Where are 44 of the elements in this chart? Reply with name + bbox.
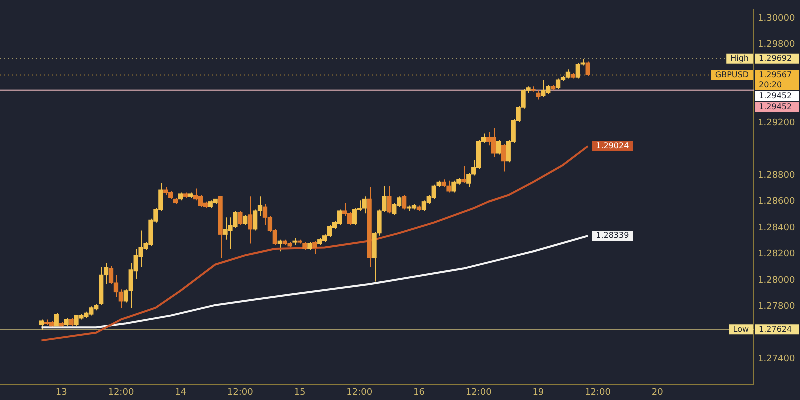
x-tick-label: 12:00 [585,388,612,398]
x-tick-label: 12:00 [346,388,373,398]
candlestick [243,214,248,226]
x-tick-label: 13 [56,388,68,398]
candlestick [248,196,253,244]
x-tick-label: 12:00 [108,388,134,398]
candlestick [402,194,407,210]
candlestick [312,240,318,255]
data-label: 1.29024 [596,141,630,150]
candlestick [501,144,506,172]
x-tick-label: 20 [652,388,664,398]
ref-line-label: 1.29692 [759,54,792,63]
candlestick [586,61,590,77]
y-tick-label: 1.27800 [758,302,796,312]
x-tick-label: 12:00 [227,388,254,398]
annotation: GBPUSD [715,70,750,80]
candlestick [496,140,502,156]
y-tick-label: 1.27400 [758,354,796,364]
candlestick [536,90,541,100]
y-tick-label: 1.29200 [758,118,796,129]
candlestick [387,186,392,214]
ref-line-label: 1.29567 20:20 [759,70,792,90]
candlestick [462,166,466,184]
x-tick-label: 15 [294,388,306,398]
y-tick-label: 1.28600 [758,197,796,208]
annotation: High [730,54,750,63]
ref-line-label: 1.29452 [759,91,792,100]
x-tick-label: 12:00 [466,388,492,398]
x-tick-label: 14 [175,388,187,398]
y-tick-label: 1.28800 [758,171,796,182]
candlestick [238,210,243,226]
candlestick [54,312,59,327]
x-tick-label: 19 [532,388,544,398]
y-tick-label: 1.30000 [758,14,796,24]
y-tick-label: 1.28400 [758,223,796,234]
candlestick [39,319,44,331]
annotation: Low [733,324,750,334]
ref-line-label: 1.27624 [759,324,792,334]
y-tick-label: 1.29800 [758,40,796,50]
y-tick-label: 1.28200 [758,250,796,260]
ref-line-label: 1.29452 [759,102,792,112]
y-tick-label: 1.28000 [758,276,796,286]
data-label: 1.28339 [596,231,630,240]
x-tick-label: 16 [413,388,426,398]
